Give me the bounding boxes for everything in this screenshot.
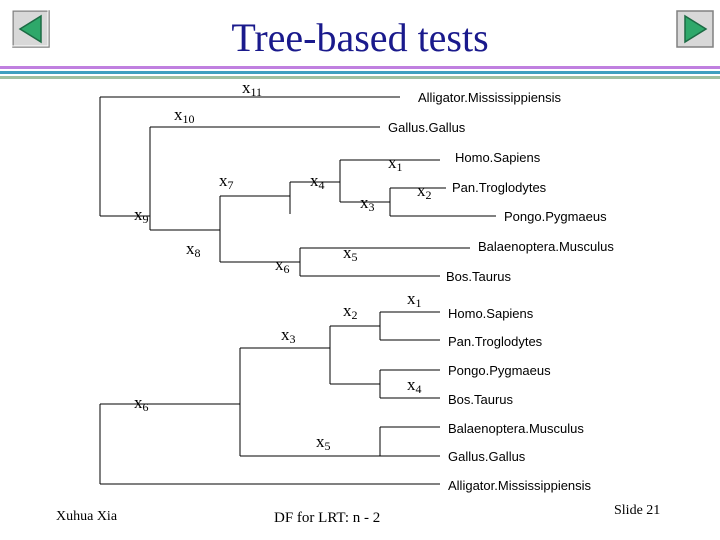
taxon-label: Homo.Sapiens bbox=[455, 150, 541, 165]
node-label-x4: x4 bbox=[407, 375, 422, 396]
node-label-x6: x6 bbox=[134, 393, 149, 414]
taxon-label: Gallus.Gallus bbox=[388, 120, 466, 135]
node-label-x5: x5 bbox=[343, 243, 358, 264]
taxon-label: Pongo.Pygmaeus bbox=[448, 363, 551, 378]
node-label-x5: x5 bbox=[316, 432, 331, 453]
node-label-x2: x2 bbox=[343, 301, 358, 322]
next-slide-button[interactable] bbox=[676, 10, 714, 48]
taxon-label: Alligator.Mississippiensis bbox=[448, 478, 592, 493]
taxon-label: Pan.Troglodytes bbox=[448, 334, 543, 349]
node-label-x3: x3 bbox=[360, 193, 375, 214]
taxon-label: Bos.Taurus bbox=[448, 392, 514, 407]
triangle-right-icon bbox=[684, 14, 708, 44]
tree-2-branches bbox=[99, 311, 440, 485]
taxon-label: Pongo.Pygmaeus bbox=[504, 209, 607, 224]
footer-center: DF for LRT: n - 2 bbox=[274, 510, 381, 526]
slide-title: Tree-based tests bbox=[231, 15, 489, 60]
node-label-x6: x6 bbox=[275, 255, 290, 276]
taxon-label: Gallus.Gallus bbox=[448, 449, 526, 464]
taxon-label: Pan.Troglodytes bbox=[452, 180, 547, 195]
taxon-label: Balaenoptera.Musculus bbox=[478, 239, 614, 254]
node-label-x4: x4 bbox=[310, 171, 325, 192]
slide-number: Slide 21 bbox=[614, 503, 661, 518]
node-label-x7: x7 bbox=[219, 171, 234, 192]
tree-1-branches bbox=[99, 96, 496, 277]
prev-slide-button[interactable] bbox=[12, 10, 50, 48]
taxon-label: Balaenoptera.Musculus bbox=[448, 421, 584, 436]
footer-author: Xuhua Xia bbox=[56, 509, 118, 524]
triangle-left-icon bbox=[18, 14, 42, 44]
node-label-x3: x3 bbox=[281, 325, 296, 346]
node-label-x8: x8 bbox=[186, 239, 201, 260]
node-label-x1: x1 bbox=[388, 153, 403, 174]
node-label-x11: x11 bbox=[242, 78, 262, 99]
taxon-label: Bos.Taurus bbox=[446, 269, 512, 284]
node-label-x10: x10 bbox=[174, 105, 195, 126]
title-divider bbox=[0, 66, 720, 81]
node-label-x2: x2 bbox=[417, 181, 432, 202]
node-label-x9: x9 bbox=[134, 205, 149, 226]
taxon-label: Alligator.Mississippiensis bbox=[418, 90, 562, 105]
node-label-x1: x1 bbox=[407, 289, 422, 310]
taxon-label: Homo.Sapiens bbox=[448, 306, 534, 321]
